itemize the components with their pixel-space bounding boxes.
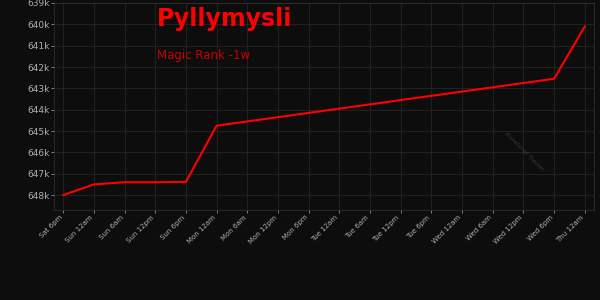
Text: RuneScript Tracker: RuneScript Tracker [503,132,544,172]
Text: Magic Rank -1w: Magic Rank -1w [157,49,250,62]
Text: Pyllymysli: Pyllymysli [157,7,292,31]
